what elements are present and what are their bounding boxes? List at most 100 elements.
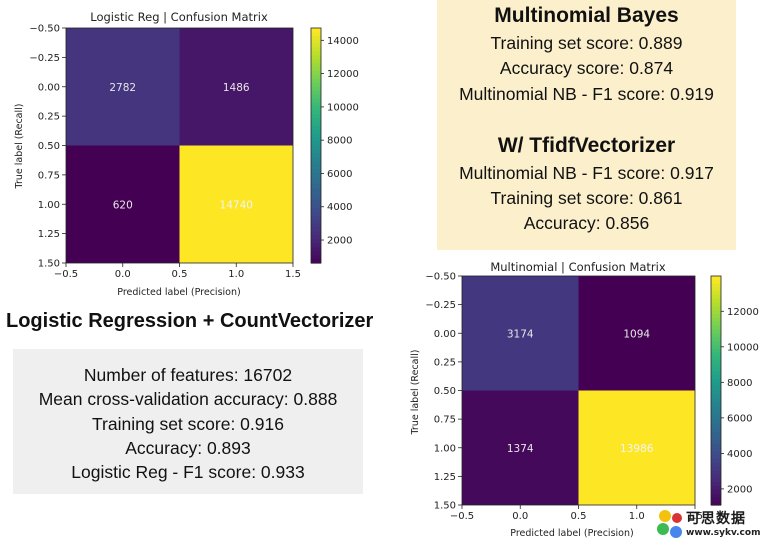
y-tick-label: 0.50 (434, 386, 456, 397)
colorbar-segment (711, 398, 721, 403)
colorbar-segment (311, 125, 321, 131)
y-tick-label: 1.50 (434, 501, 456, 512)
colorbar-segment (311, 227, 321, 233)
colorbar-segment (711, 493, 721, 498)
x-tick-label: 0.5 (172, 269, 188, 280)
x-axis-label: Predicted label (Precision) (117, 287, 240, 298)
colorbar-segment (311, 255, 321, 260)
colorbar-segment (711, 333, 721, 338)
colorbar-tick-label: 2000 (727, 484, 752, 495)
colorbar-segment (711, 463, 721, 468)
confusion-cell (462, 276, 579, 391)
cell-value-label: 1486 (223, 82, 250, 94)
colorbar-segment (311, 231, 321, 237)
watermark-url: www.sykv.com (686, 528, 761, 538)
colorbar-tick-label: 4000 (327, 202, 352, 213)
colorbar-segment (311, 165, 321, 170)
colorbar-segment (711, 321, 721, 327)
cell-value-label: 2782 (109, 82, 136, 94)
colorbar-tick-label: 4000 (727, 449, 752, 460)
confusion-cell (578, 276, 695, 391)
colorbar-segment (311, 102, 321, 107)
colorbar-segment (311, 216, 321, 221)
colorbar-segment (711, 344, 721, 350)
x-axis-label: Predicted label (Precision) (510, 528, 633, 539)
colorbar-tick-label: 6000 (727, 413, 752, 424)
colorbar-segment (311, 196, 321, 201)
colorbar-segment (311, 94, 321, 100)
colorbar-segment (711, 466, 721, 472)
colorbar-segment (311, 90, 321, 96)
lr-line: Logistic Reg - F1 score: 0.933 (71, 462, 305, 482)
colorbar-segment (311, 31, 321, 37)
colorbar-segment (311, 137, 321, 143)
logistic-regression-title: Logistic Regression + CountVectorizer (6, 310, 374, 332)
colorbar-segment (311, 212, 321, 217)
colorbar-segment (311, 208, 321, 213)
colorbar-segment (711, 432, 721, 437)
y-tick-label: 0.25 (434, 357, 456, 368)
colorbar-segment (311, 106, 321, 111)
colorbar-segment (311, 39, 321, 45)
colorbar-segment (311, 204, 321, 209)
y-tick-label: −0.25 (425, 300, 456, 311)
tfidf-subtitle: W/ TfidfVectorizer (497, 134, 676, 157)
colorbar-segment (311, 86, 321, 92)
colorbar-segment (711, 367, 721, 373)
lr-line: Mean cross-validation accuracy: 0.888 (38, 389, 338, 409)
colorbar-segment (711, 394, 721, 399)
nb-line: Multinomial NB - F1 score: 0.919 (459, 84, 714, 104)
colorbar-segment (311, 251, 321, 256)
colorbar-segment (311, 247, 321, 252)
x-tick-label: 1.5 (285, 269, 301, 280)
colorbar-segment (311, 188, 321, 194)
colorbar-segment (311, 35, 321, 41)
colorbar-segment (711, 375, 721, 380)
colorbar-segment (711, 329, 721, 334)
x-tick-label: 1.5 (687, 511, 703, 522)
colorbar-segment (711, 283, 721, 289)
colorbar-segment (711, 401, 721, 407)
colorbar-segment (711, 470, 721, 476)
lr-line: Training set score: 0.916 (92, 414, 284, 434)
y-tick-label: 1.25 (434, 472, 456, 483)
colorbar-segment (311, 51, 321, 57)
y-tick-label: 1.00 (38, 200, 60, 211)
y-tick-label: −0.50 (425, 272, 456, 283)
colorbar-segment (311, 243, 321, 248)
colorbar-segment (311, 133, 321, 139)
x-tick-label: 1.0 (629, 511, 645, 522)
colorbar-segment (711, 501, 721, 506)
colorbar-segment (711, 325, 721, 331)
cell-value-label: 1374 (507, 443, 534, 455)
x-tick-label: −0.5 (450, 511, 474, 522)
nb-line: Accuracy score: 0.874 (499, 58, 674, 78)
colorbar-segment (711, 298, 721, 304)
chart-title: Multinomial | Confusion Matrix (490, 260, 666, 274)
colorbar-segment (711, 474, 721, 479)
colorbar-tick-label: 10000 (327, 102, 359, 113)
x-tick-label: 0.0 (512, 511, 528, 522)
watermark: 可思数据 www.sykv.com (656, 506, 768, 546)
x-tick-label: 0.5 (571, 511, 587, 522)
y-tick-label: 0.50 (38, 141, 60, 152)
y-tick-label: 0.00 (38, 82, 60, 93)
colorbar-segment (311, 200, 321, 205)
colorbar-tick-label: 8000 (327, 136, 352, 147)
y-axis-label: True label (Recall) (14, 104, 25, 190)
colorbar-segment (311, 169, 321, 174)
colorbar-segment (711, 440, 721, 445)
colorbar-segment (311, 219, 321, 225)
confusion-cell (179, 145, 293, 263)
colorbar-frame (710, 275, 722, 506)
colorbar-segment (311, 122, 321, 127)
watermark-brand: 可思数据 (686, 511, 746, 527)
colorbar-segment (711, 306, 721, 311)
colorbar-segment (711, 371, 721, 376)
tfidf-line: Multinomial NB - F1 score: 0.917 (459, 163, 714, 183)
colorbar-segment (311, 55, 321, 60)
colorbar-segment (711, 317, 721, 323)
colorbar-segment (311, 223, 321, 229)
colorbar-segment (711, 379, 721, 384)
colorbar-segment (711, 485, 721, 491)
